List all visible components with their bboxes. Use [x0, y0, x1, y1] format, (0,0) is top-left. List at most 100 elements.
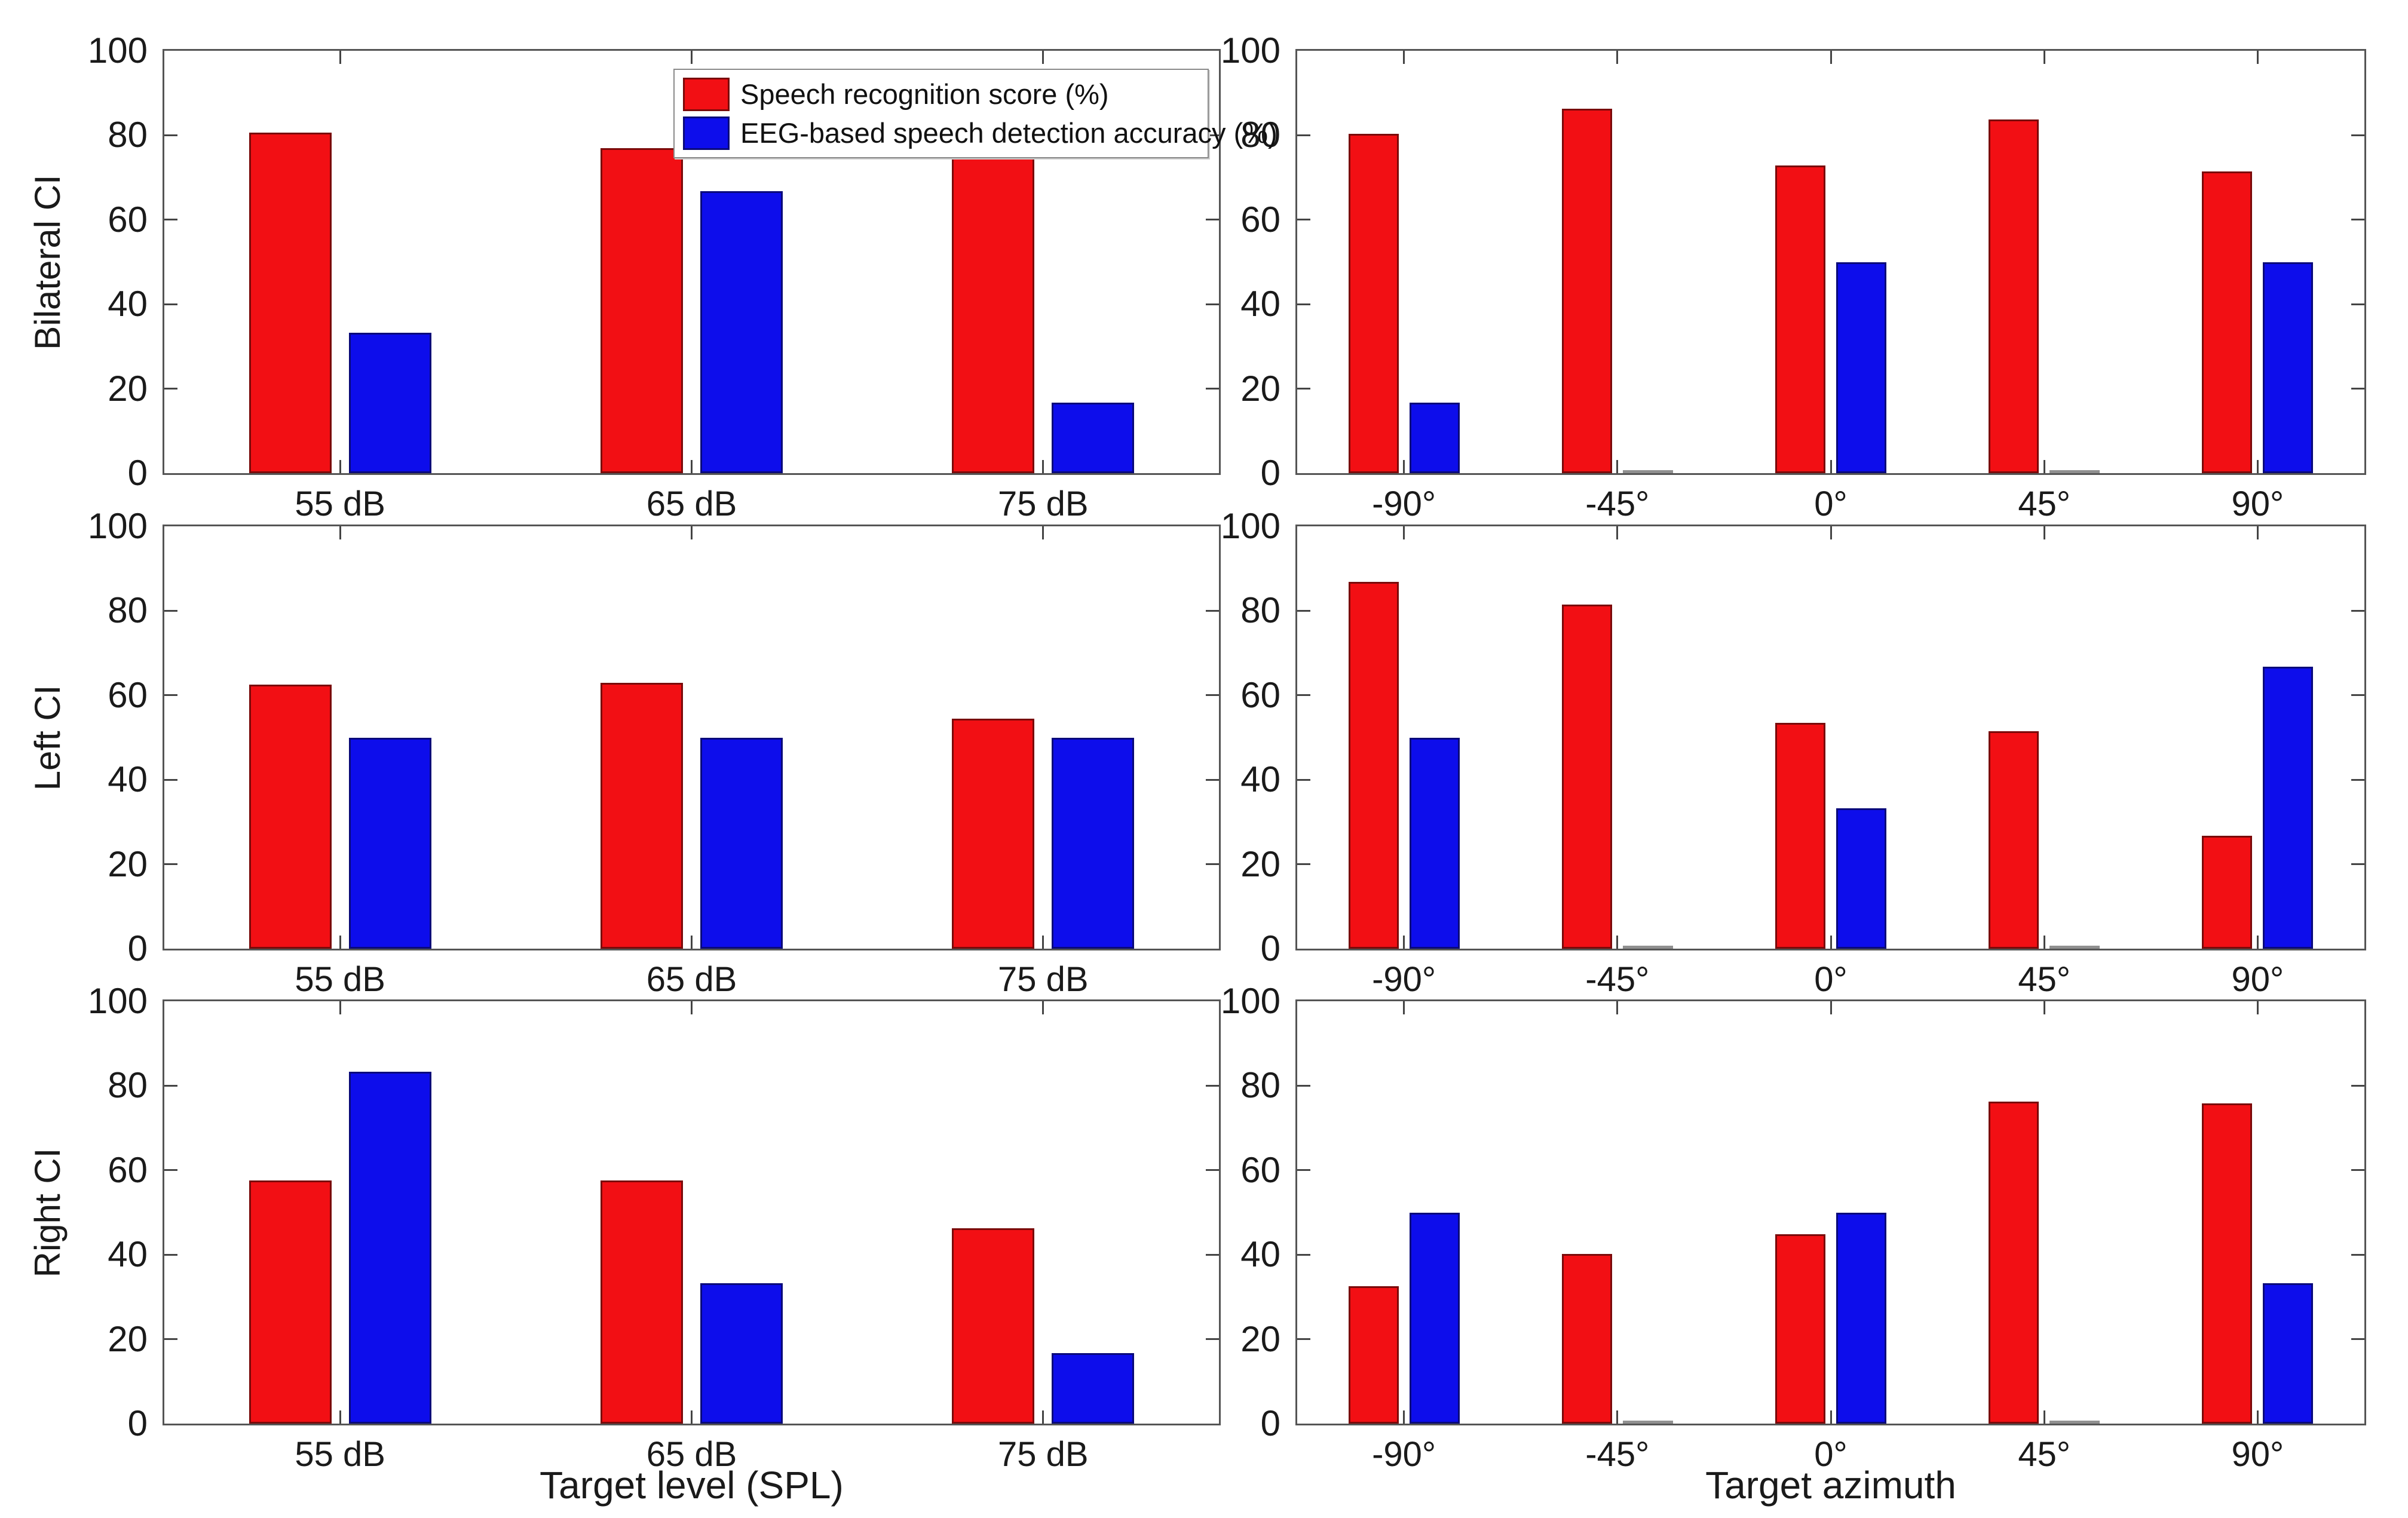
y-tick-mark — [1297, 609, 1310, 612]
bar-eeg — [1623, 946, 1673, 949]
bar-speech — [249, 1180, 332, 1424]
x-tick-mark — [1403, 936, 1405, 949]
ylabel-left-ci: Left CI — [27, 685, 68, 790]
x-tick-mark — [1403, 1001, 1405, 1014]
x-tick-mark — [1616, 1410, 1619, 1424]
x-tick-mark — [339, 1001, 341, 1014]
bar-speech — [1989, 1101, 2039, 1424]
x-category-label: 75 dB — [998, 484, 1089, 523]
x-tick-mark — [1830, 936, 1832, 949]
y-tick-label: 100 — [1220, 981, 1280, 1021]
x-tick-mark — [1042, 51, 1044, 64]
x-tick-mark — [1830, 460, 1832, 473]
x-tick-mark — [339, 51, 341, 64]
bar-eeg — [700, 191, 783, 473]
y-tick-label: 0 — [1260, 928, 1280, 968]
bar-eeg — [1836, 808, 1886, 949]
xlabel-target-azimuth: Target azimuth — [1705, 1464, 1956, 1507]
bar-speech — [1562, 1253, 1612, 1424]
x-tick-mark — [1616, 51, 1619, 64]
x-category-label: 45° — [2018, 484, 2071, 523]
y-tick-label: 60 — [108, 674, 148, 715]
bar-eeg — [1836, 262, 1886, 473]
x-tick-mark — [1403, 526, 1405, 539]
y-tick-label: 80 — [1240, 115, 1280, 155]
y-tick-label: 80 — [108, 590, 148, 631]
xlabel-target-level: Target level (SPL) — [540, 1464, 844, 1507]
x-tick-mark — [2256, 51, 2259, 64]
bar-speech — [2202, 835, 2252, 949]
legend-label-eeg: EEG-based speech detection accuracy (%) — [740, 116, 1277, 149]
y-tick-mark — [1297, 1253, 1310, 1256]
bar-eeg — [1410, 402, 1460, 473]
bar-speech — [1562, 108, 1612, 473]
x-tick-mark — [339, 1410, 341, 1424]
y-tick-mark — [1206, 863, 1219, 866]
x-tick-mark — [2256, 460, 2259, 473]
y-tick-mark — [2351, 1253, 2364, 1256]
y-tick-label: 60 — [1240, 1149, 1280, 1190]
x-category-label: 0° — [1814, 1435, 1848, 1474]
x-category-label: 65 dB — [646, 960, 737, 999]
y-tick-mark — [2351, 778, 2364, 781]
y-tick-mark — [2351, 388, 2364, 390]
y-tick-mark — [1206, 388, 1219, 390]
bar-speech — [1349, 134, 1399, 473]
y-tick-label: 40 — [1240, 284, 1280, 324]
x-tick-mark — [1616, 1001, 1619, 1014]
bar-speech — [1349, 1286, 1399, 1424]
ylabel-bilateral-ci: Bilateral CI — [27, 174, 68, 350]
y-tick-mark — [1206, 303, 1219, 305]
y-tick-label: 80 — [1240, 590, 1280, 631]
y-tick-mark — [2351, 863, 2364, 866]
bar-speech — [249, 685, 332, 949]
y-tick-mark — [164, 778, 177, 781]
x-category-label: 75 dB — [998, 960, 1089, 999]
bar-speech — [601, 683, 683, 949]
x-tick-mark — [2256, 936, 2259, 949]
x-tick-mark — [2256, 1410, 2259, 1424]
bar-eeg — [2263, 667, 2313, 949]
bar-eeg — [2263, 1283, 2313, 1424]
x-tick-mark — [691, 1410, 693, 1424]
x-tick-mark — [691, 1001, 693, 1014]
y-tick-label: 0 — [127, 928, 148, 968]
y-tick-mark — [1297, 219, 1310, 221]
y-tick-mark — [164, 863, 177, 866]
y-tick-label: 0 — [127, 1403, 148, 1443]
y-tick-mark — [2351, 609, 2364, 612]
bar-speech — [1349, 582, 1399, 949]
y-tick-label: 20 — [108, 1318, 148, 1359]
x-category-label: 55 dB — [295, 484, 385, 523]
bar-speech — [1562, 604, 1612, 949]
bar-speech — [1989, 119, 2039, 473]
x-category-label: -90° — [1372, 1435, 1436, 1474]
legend-swatch-speech — [683, 77, 730, 111]
x-tick-mark — [1616, 526, 1619, 539]
x-tick-mark — [2256, 526, 2259, 539]
x-category-label: 65 dB — [646, 484, 737, 523]
y-tick-mark — [1297, 1338, 1310, 1341]
y-tick-mark — [1206, 609, 1219, 612]
y-tick-label: 80 — [108, 1065, 148, 1106]
y-tick-label: 60 — [1240, 199, 1280, 240]
x-tick-mark — [1042, 526, 1044, 539]
panel-right-level — [163, 999, 1221, 1425]
y-tick-label: 100 — [1220, 30, 1280, 70]
y-tick-label: 40 — [1240, 759, 1280, 800]
y-tick-mark — [1297, 778, 1310, 781]
x-category-label: 45° — [2018, 1435, 2071, 1474]
bar-eeg — [2049, 470, 2100, 473]
bar-eeg — [700, 1283, 783, 1424]
x-tick-mark — [2043, 526, 2045, 539]
y-tick-mark — [164, 388, 177, 390]
y-tick-label: 100 — [1220, 506, 1280, 546]
y-tick-mark — [1297, 1169, 1310, 1172]
bar-speech — [952, 1228, 1034, 1424]
y-tick-label: 60 — [1240, 674, 1280, 715]
x-category-label: 45° — [2018, 960, 2071, 999]
bar-eeg — [2263, 262, 2313, 473]
y-tick-mark — [164, 1084, 177, 1087]
y-tick-label: 80 — [1240, 1065, 1280, 1106]
